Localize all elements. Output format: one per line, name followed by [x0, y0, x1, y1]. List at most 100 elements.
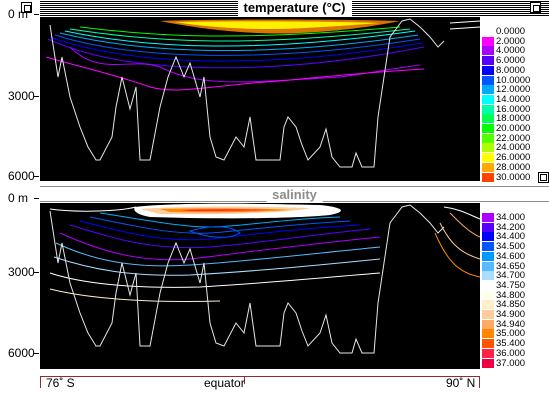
x-axis-tick-right	[479, 376, 480, 388]
legend-swatch	[482, 104, 494, 114]
temperature-title: temperature (°C)	[237, 0, 352, 16]
legend-swatch	[482, 36, 494, 46]
legend-entry: 34.850	[480, 299, 538, 310]
legend-label: 18.0000	[496, 113, 531, 125]
depth-tick	[34, 176, 39, 177]
legend-swatch	[482, 280, 494, 290]
legend-label: 4.0000	[496, 45, 526, 57]
legend-swatch	[482, 261, 494, 271]
legend-label: 34.000	[496, 212, 526, 223]
legend-entry: 34.750	[480, 280, 538, 291]
close-box-icon[interactable]	[21, 2, 32, 13]
legend-label: 8.0000	[496, 64, 526, 76]
legend-swatch	[482, 162, 494, 172]
depth-tick	[34, 96, 39, 97]
legend-label: 34.650	[496, 260, 526, 272]
legend-label: 6.0000	[496, 55, 526, 67]
legend-entry: 34.700	[480, 270, 538, 281]
legend-label: 30.0000	[496, 171, 531, 183]
legend-swatch	[482, 65, 494, 75]
legend-label: 34.700	[496, 270, 526, 282]
legend-entry: 34.500	[480, 241, 538, 252]
legend-label: 10.0000	[496, 74, 531, 86]
legend-swatch	[482, 85, 494, 95]
salinity-legend: 34.000 34.200 34.400 34.500 34.600 34.650 34.7…	[480, 212, 538, 369]
legend-label: 34.900	[496, 309, 526, 320]
legend-swatch	[482, 310, 494, 319]
legend-entry: 34.600	[480, 251, 538, 262]
legend-swatch	[482, 329, 494, 339]
legend-label: 35.400	[496, 338, 526, 350]
legend-swatch	[482, 222, 494, 232]
legend-label: 36.000	[496, 347, 526, 359]
depth-tick	[34, 353, 39, 354]
legend-swatch	[482, 213, 494, 222]
legend-entry: 6.0000	[480, 55, 538, 66]
depth-label-bottom: 6000	[8, 346, 35, 360]
depth-tick	[34, 14, 39, 15]
legend-swatch	[482, 153, 494, 163]
x-axis-label-right: 90˚ N	[446, 376, 476, 390]
legend-entry: 10.0000	[480, 75, 538, 86]
legend-swatch	[482, 290, 494, 300]
legend-entry: 26.0000	[480, 152, 538, 163]
legend-label: 2.0000	[496, 35, 526, 47]
legend-swatch	[482, 56, 494, 66]
legend-label: 34.500	[496, 241, 526, 253]
legend-swatch	[482, 94, 494, 104]
legend-entry: 24.0000	[480, 142, 538, 153]
legend-label: 34.940	[496, 318, 526, 330]
legend-swatch	[482, 75, 494, 85]
temperature-contours	[40, 17, 481, 181]
legend-entry: 8.0000	[480, 65, 538, 76]
salinity-panel: salinity 0 m 3000 6000	[0, 186, 549, 376]
legend-label: 22.0000	[496, 132, 531, 144]
legend-entry: 18.0000	[480, 113, 538, 124]
legend-swatch	[482, 114, 494, 124]
salinity-title-bar[interactable]: salinity	[40, 186, 549, 203]
legend-entry: 34.400	[480, 231, 538, 242]
legend-entry: 4.0000	[480, 45, 538, 56]
legend-entry: 35.000	[480, 328, 538, 339]
legend-label: 34.600	[496, 250, 526, 262]
legend-swatch	[482, 251, 494, 261]
legend-label: 34.750	[496, 279, 526, 291]
depth-tick	[34, 198, 39, 199]
x-axis-label-left: 76˚ S	[46, 376, 75, 390]
temperature-panel: temperature (°C) 0 m 3000 6000	[0, 0, 549, 186]
legend-entry: 34.900	[480, 309, 538, 320]
legend-entry: 34.200	[480, 222, 538, 233]
legend-entry: 30.0000	[480, 172, 538, 183]
legend-swatch	[482, 133, 494, 143]
legend-entry: 35.400	[480, 338, 538, 349]
legend-label: 24.0000	[496, 142, 531, 154]
temperature-legend: 0.0000 2.0000 4.0000 6.0000 8.0000 10.0000 12.…	[480, 26, 538, 183]
legend-swatch	[482, 124, 494, 133]
zoom-box-icon[interactable]	[530, 2, 541, 13]
legend-entry: 34.000	[480, 212, 538, 223]
legend-entry: 36.000	[480, 348, 538, 359]
legend-entry: 14.0000	[480, 94, 538, 105]
legend-entry: 20.0000	[480, 123, 538, 134]
legend-label: 34.400	[496, 231, 526, 243]
salinity-section-plot	[40, 203, 481, 369]
depth-label-top: 0 m	[8, 7, 29, 21]
depth-label-top: 0 m	[8, 191, 29, 205]
resize-grip-icon[interactable]	[538, 172, 549, 183]
depth-label-mid: 3000	[8, 89, 35, 103]
salinity-contours	[40, 203, 481, 369]
temperature-title-bar[interactable]: temperature (°C)	[40, 0, 549, 16]
legend-label: 28.0000	[496, 161, 531, 173]
legend-entry: 2.0000	[480, 36, 538, 47]
legend-swatch	[482, 232, 494, 242]
legend-swatch	[482, 27, 494, 36]
legend-label: 34.200	[496, 221, 526, 233]
legend-swatch	[482, 46, 494, 56]
depth-label-mid: 3000	[8, 265, 35, 279]
x-axis-tick-center	[244, 376, 245, 384]
legend-label: 0.0000	[496, 26, 526, 37]
legend-swatch	[482, 300, 494, 310]
legend-entry: 34.800	[480, 290, 538, 301]
salinity-title: salinity	[266, 187, 323, 203]
legend-swatch	[482, 319, 494, 329]
